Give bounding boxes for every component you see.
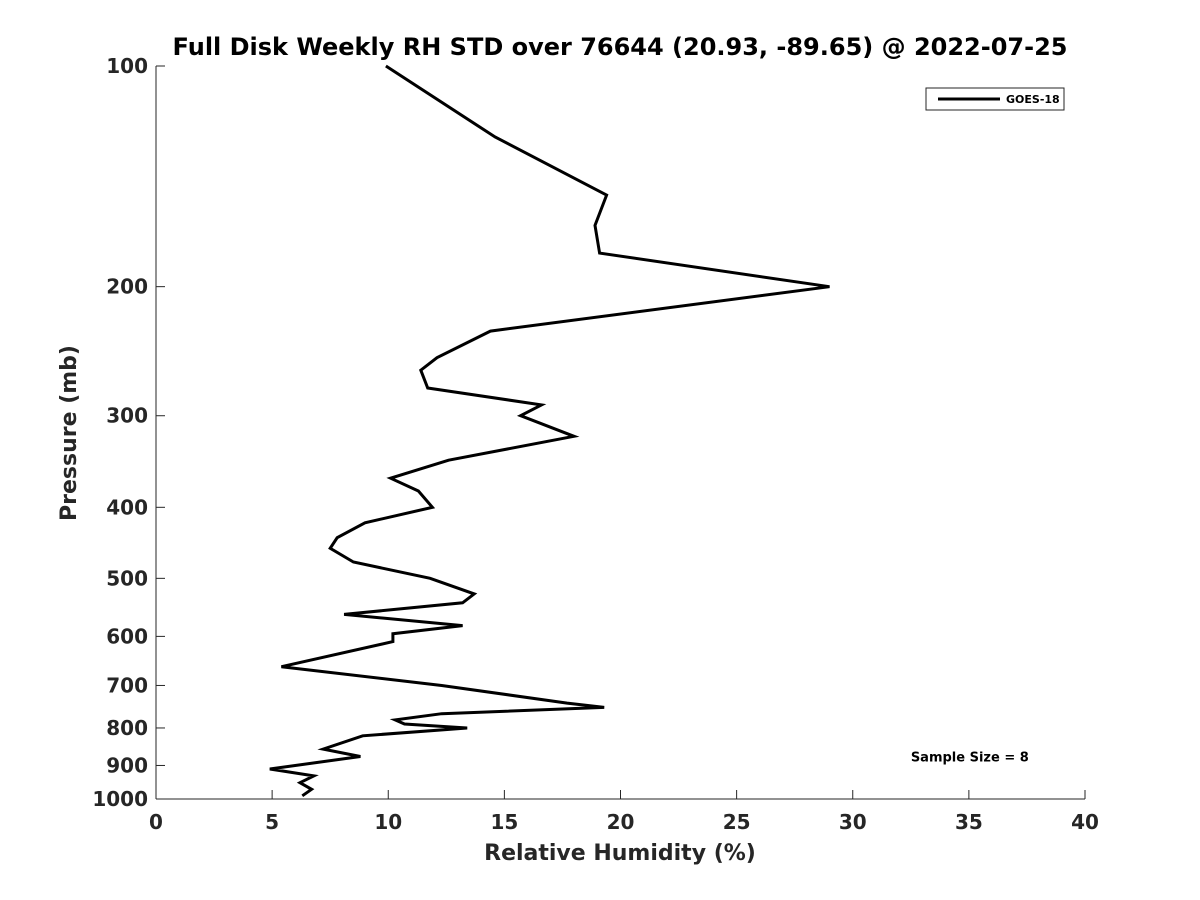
y-tick-label: 200 <box>106 275 148 299</box>
y-axis-ticks: 100 200 300 400 500 600 700 800 900 1000 <box>92 54 165 811</box>
x-tick-label: 25 <box>723 810 751 834</box>
y-tick-label: 400 <box>106 495 148 519</box>
x-tick-label: 40 <box>1071 810 1099 834</box>
sample-size-annotation: Sample Size = 8 <box>911 750 1029 765</box>
legend-label-goes-18: GOES-18 <box>1006 93 1060 106</box>
y-tick-label: 700 <box>106 673 148 697</box>
x-tick-label: 15 <box>490 810 518 834</box>
x-axis-ticks: 0 5 10 15 20 25 30 35 40 <box>149 790 1099 834</box>
y-tick-label: 500 <box>106 566 148 590</box>
series-line-goes-18 <box>269 64 830 798</box>
x-tick-label: 10 <box>374 810 402 834</box>
y-tick-label: 800 <box>106 716 148 740</box>
y-axis-label: Pressure (mb) <box>57 345 82 521</box>
y-tick-label: 1000 <box>92 787 148 811</box>
x-tick-label: 35 <box>955 810 983 834</box>
y-tick-label: 900 <box>106 753 148 777</box>
y-tick-label: 600 <box>106 624 148 648</box>
x-tick-label: 30 <box>839 810 867 834</box>
x-tick-label: 5 <box>265 810 279 834</box>
chart-title: Full Disk Weekly RH STD over 76644 (20.9… <box>173 33 1068 61</box>
legend: GOES-18 <box>925 87 1065 111</box>
plot-area <box>155 66 1085 800</box>
x-axis-label: Relative Humidity (%) <box>484 841 756 866</box>
x-tick-label: 0 <box>149 810 163 834</box>
y-tick-label: 100 <box>106 54 148 78</box>
y-tick-label: 300 <box>106 404 148 428</box>
series-layer <box>269 64 830 798</box>
x-tick-label: 20 <box>607 810 635 834</box>
